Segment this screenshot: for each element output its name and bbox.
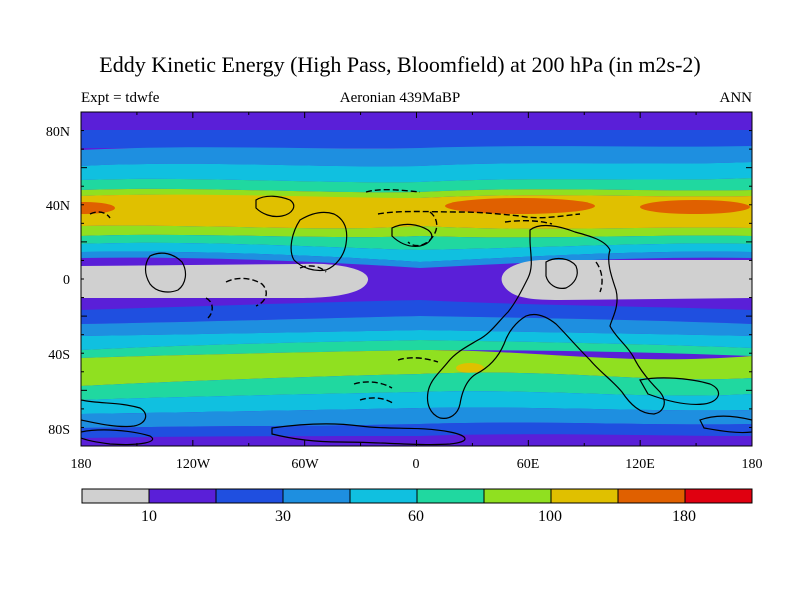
coastline [81,399,147,428]
coastline [81,429,153,446]
field-band [81,300,752,324]
colorbar-box [617,488,686,504]
lat-tick-label: 80S [48,423,70,438]
colorbar-box [416,488,485,504]
lon-tick-label: 0 [413,457,420,472]
field-band [81,407,752,428]
field-band [81,162,752,183]
coastline [205,297,213,319]
lon-tick-label: 180 [71,457,92,472]
coastline [426,224,665,419]
coastline [699,415,752,434]
field-band [81,234,752,250]
coastline [504,219,553,225]
lat-tick-label: 80N [46,125,70,140]
coastline [407,211,438,247]
map-title: Eddy Kinetic Energy (High Pass, Bloomfie… [99,52,701,77]
coastline [271,423,466,446]
lon-tick-label: 180 [742,457,763,472]
lon-tick-label: 60E [517,457,540,472]
coastlines [81,195,752,446]
colorbar-label: 180 [672,508,696,525]
colorbar-label: 30 [275,508,291,525]
colorbar-label: 60 [408,508,424,525]
colorbar [81,488,753,504]
lat-tick-label: 40S [48,348,70,363]
coastline [225,277,267,307]
colorbar-box [282,488,351,504]
field-band [81,242,752,262]
field-core [445,198,595,214]
coastline [359,397,395,405]
colorbar-box [81,488,150,504]
field-band [81,251,752,268]
coastline [397,357,439,363]
field-core [640,200,750,214]
colorbar-box [550,488,619,504]
field-core [81,202,115,214]
colorbar-box [483,488,552,504]
experiment-label: Expt = tdwfe [81,90,160,106]
coastline [595,261,603,293]
field-band [81,391,752,414]
field-low [81,263,369,298]
lat-tick-label: 0 [63,273,70,288]
colorbar-box [349,488,418,504]
lon-tick-label: 60W [291,457,319,472]
field-band [81,316,752,336]
field-core [456,363,484,373]
field-band [81,350,752,386]
field-band [81,330,752,350]
lon-tick-label: 120E [625,457,655,472]
coastlines-dashed [89,189,603,405]
season-label: ANN [719,90,753,106]
field-band [81,146,752,167]
field-low [501,260,752,300]
map-field [81,112,752,446]
field-band [81,130,752,148]
field-band [81,372,752,400]
coastline [255,195,295,218]
colorbar-box [684,488,753,504]
colorbar-box [215,488,284,504]
axis-ticks [80,111,753,447]
coastline [377,210,581,219]
colorbar-label: 100 [538,508,562,525]
coastline [290,211,348,272]
coastline [545,257,578,289]
lon-tick-label: 120W [176,457,211,472]
coastline [639,377,720,405]
lat-tick-label: 40N [46,199,70,214]
coastline [144,252,187,293]
coastline [365,189,421,193]
coastline [353,381,393,389]
field-band [81,178,752,193]
field-band [81,340,752,358]
coastline [89,211,111,219]
coastline [299,265,327,273]
period-label: Aeronian 439MaBP [339,90,461,106]
colorbar-box [148,488,217,504]
colorbar-label: 10 [141,508,157,525]
field-band [81,422,752,438]
